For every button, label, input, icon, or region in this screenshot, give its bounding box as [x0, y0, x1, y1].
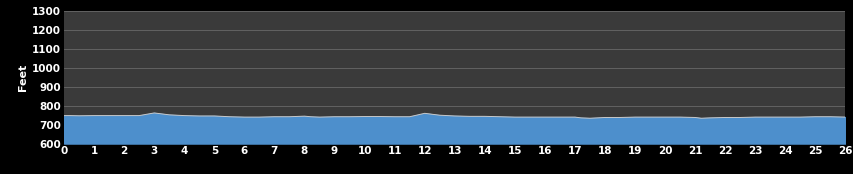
Y-axis label: Feet: Feet	[18, 64, 28, 91]
